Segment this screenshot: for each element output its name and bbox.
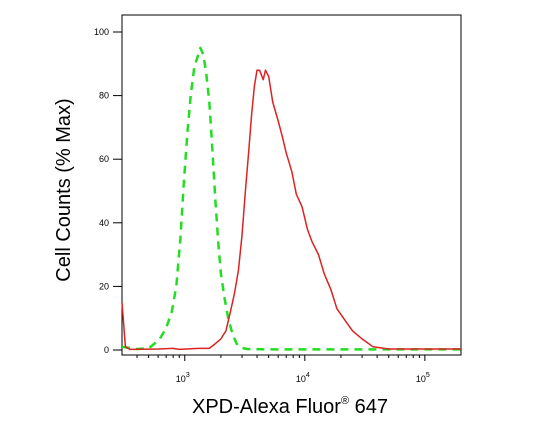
histogram-series [121, 46, 461, 351]
y-tick-label: 80 [99, 91, 109, 101]
y-tick-label: 40 [99, 218, 109, 228]
x-axis-label-superscript: ® [341, 395, 349, 407]
plot-frame [121, 14, 462, 356]
x-axis-label-main: XPD-Alexa Fluor [192, 396, 341, 418]
x-tick-label: 104 [296, 372, 310, 384]
x-tick-label: 103 [176, 372, 190, 384]
y-tick-label: 0 [104, 345, 109, 355]
x-axis-label: XPD-Alexa Fluor® 647 [192, 395, 388, 418]
x-tick-label: 105 [416, 372, 430, 384]
x-axis-ticks: 103 104 105 [136, 355, 430, 384]
y-axis-ticks: 0 20 40 60 80 100 [94, 27, 122, 355]
histogram-line-solid [121, 69, 461, 351]
y-tick-label: 60 [99, 154, 109, 164]
y-axis-label: Cell Counts (% Max) [53, 98, 75, 281]
y-tick-label: 20 [99, 281, 109, 291]
histogram-line-dashed [121, 46, 461, 351]
x-axis-label-suffix: 647 [349, 396, 388, 418]
y-tick-label: 100 [94, 27, 109, 37]
